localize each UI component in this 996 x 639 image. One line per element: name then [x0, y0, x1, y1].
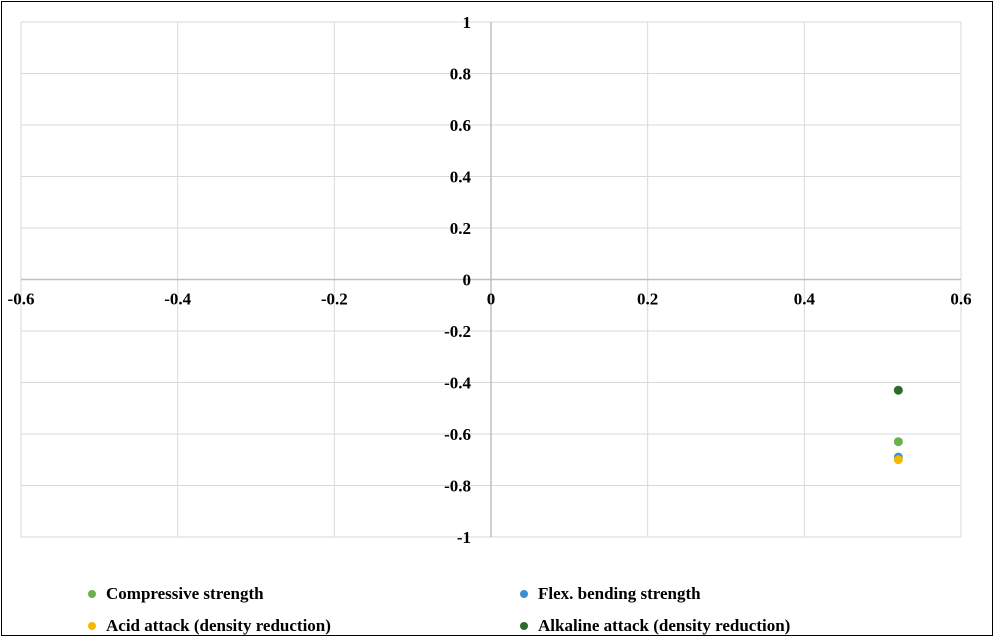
x-tick-label: 0.4 — [794, 290, 816, 309]
x-tick-label: -0.2 — [321, 290, 348, 309]
x-tick-label: -0.4 — [164, 290, 191, 309]
data-point — [893, 455, 903, 465]
y-tick-label: 1 — [463, 13, 472, 32]
legend-item-acid-attack: Acid attack (density reduction) — [88, 616, 331, 636]
legend-item-flex-bending-strength: Flex. bending strength — [520, 584, 701, 604]
y-tick-label: -0.2 — [444, 322, 471, 341]
data-points — [893, 385, 903, 465]
legend-label: Compressive strength — [106, 584, 264, 603]
x-tick-label: 0.2 — [637, 290, 658, 309]
x-axis-tick-labels: -0.6 -0.4 -0.2 0 0.2 0.4 0.6 — [8, 290, 972, 309]
y-tick-label: -1 — [457, 528, 471, 547]
y-axis-tick-labels: 1 0.8 0.6 0.4 0.2 0 -0.2 -0.4 -0.6 -0.8 -1 — [444, 13, 471, 547]
x-tick-label: -0.6 — [8, 290, 35, 309]
legend-label: Flex. bending strength — [538, 584, 701, 603]
y-tick-label: 0.4 — [450, 168, 472, 187]
y-tick-label: -0.8 — [444, 477, 471, 496]
data-point — [893, 437, 903, 447]
y-tick-label: 0.2 — [450, 219, 471, 238]
x-tick-label: 0.6 — [950, 290, 971, 309]
legend-marker — [88, 622, 96, 630]
x-tick-label: 0 — [487, 290, 496, 309]
data-point — [893, 385, 903, 395]
legend-label: Acid attack (density reduction) — [106, 616, 331, 635]
legend-marker — [520, 590, 528, 598]
legend-marker — [88, 590, 96, 598]
y-tick-label: 0 — [463, 271, 472, 290]
legend-item-compressive-strength: Compressive strength — [88, 584, 264, 604]
axes — [21, 22, 961, 537]
legend-item-alkaline-attack: Alkaline attack (density reduction) — [520, 616, 790, 636]
y-tick-label: -0.4 — [444, 374, 471, 393]
y-tick-label: -0.6 — [444, 425, 471, 444]
legend-label: Alkaline attack (density reduction) — [538, 616, 791, 635]
y-tick-label: 0.8 — [450, 65, 471, 84]
legend-marker — [520, 622, 528, 630]
y-tick-label: 0.6 — [450, 116, 471, 135]
